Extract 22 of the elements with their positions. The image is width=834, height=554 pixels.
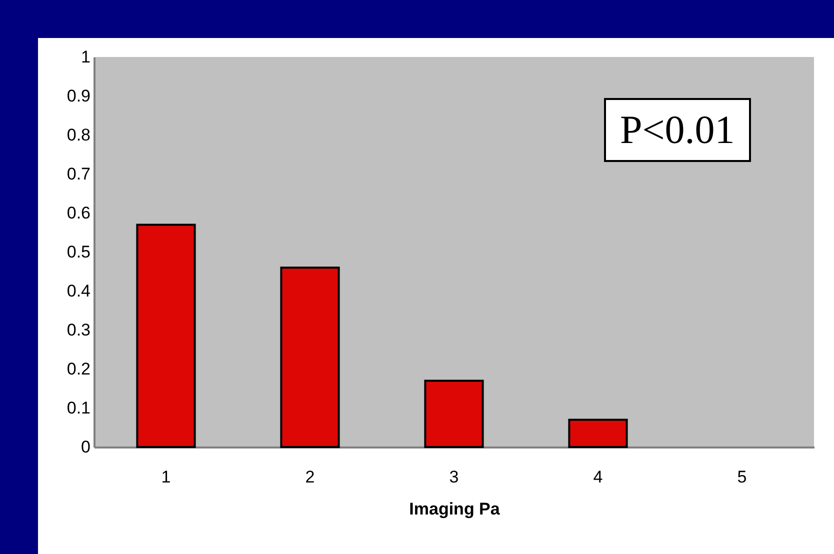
- annotation: P<0.01: [604, 98, 751, 162]
- y-tick-label: 0: [81, 438, 90, 456]
- x-tick-label: 1: [161, 468, 171, 486]
- y-tick-label: 0.3: [66, 320, 90, 340]
- y-tick-label: 0.5: [66, 242, 90, 262]
- y-tick-label: 1: [81, 48, 90, 66]
- bar: [136, 224, 196, 448]
- y-tick-label: 0.8: [66, 126, 90, 144]
- x-axis-title: Imaging Pa: [409, 500, 500, 518]
- y-tick-label: 0.1: [66, 398, 90, 418]
- y-tick-label: 0.4: [66, 282, 90, 300]
- x-tick-label: 2: [305, 468, 315, 486]
- y-tick-label: 0.9: [66, 86, 90, 106]
- x-tick-label: 3: [449, 468, 459, 486]
- x-tick-label: 5: [737, 468, 747, 486]
- x-tick-label: 4: [593, 468, 603, 486]
- bar: [424, 380, 484, 448]
- y-tick-label: 0.2: [66, 360, 90, 378]
- y-tick-label: 0.7: [66, 164, 90, 184]
- bar: [280, 266, 340, 448]
- y-tick-label: 0.6: [66, 204, 90, 222]
- bar: [568, 418, 628, 448]
